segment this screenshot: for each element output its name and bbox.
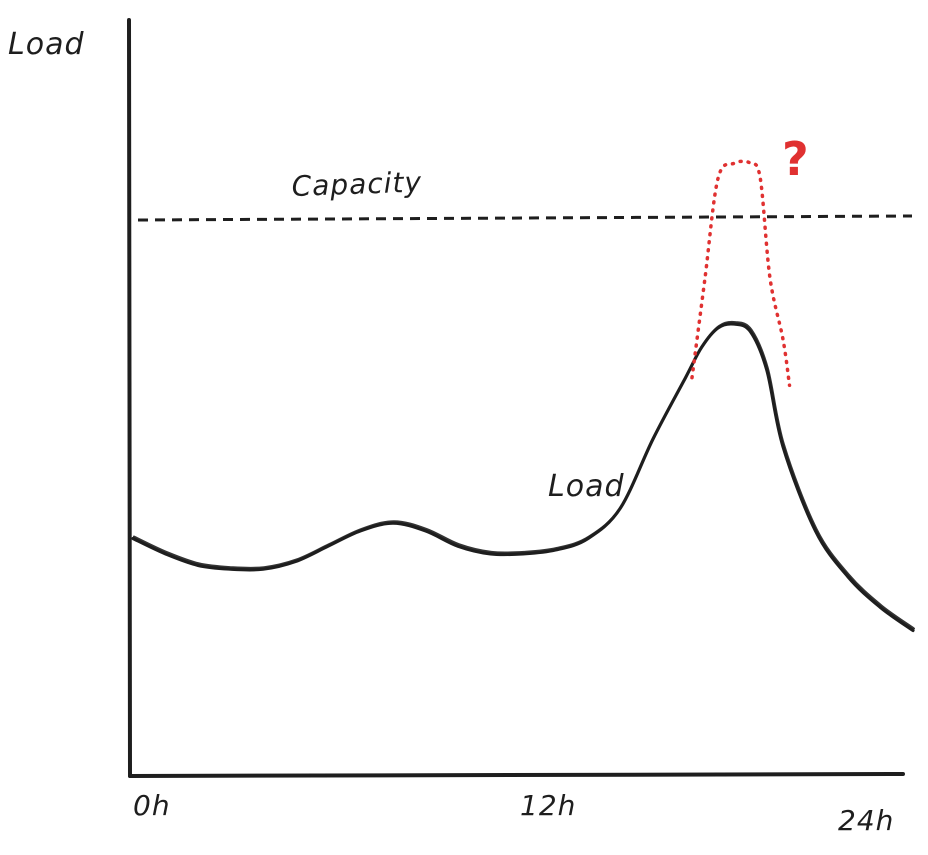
- capacity-line: [137, 214, 913, 222]
- question-mark-annotation: ?: [782, 132, 809, 186]
- projected-peak-line: [690, 159, 792, 388]
- x-tick-label: 24h: [838, 804, 894, 837]
- capacity-label: Capacity: [291, 165, 422, 203]
- load-line-sketch: [133, 320, 915, 630]
- y-axis: [127, 18, 132, 778]
- load-line: [131, 322, 915, 633]
- x-tick-label: 12h: [520, 789, 576, 822]
- x-axis: [128, 772, 905, 778]
- load-series-label: Load: [548, 469, 625, 504]
- y-axis-label: Load: [8, 27, 85, 62]
- x-tick-label: 0h: [133, 789, 171, 822]
